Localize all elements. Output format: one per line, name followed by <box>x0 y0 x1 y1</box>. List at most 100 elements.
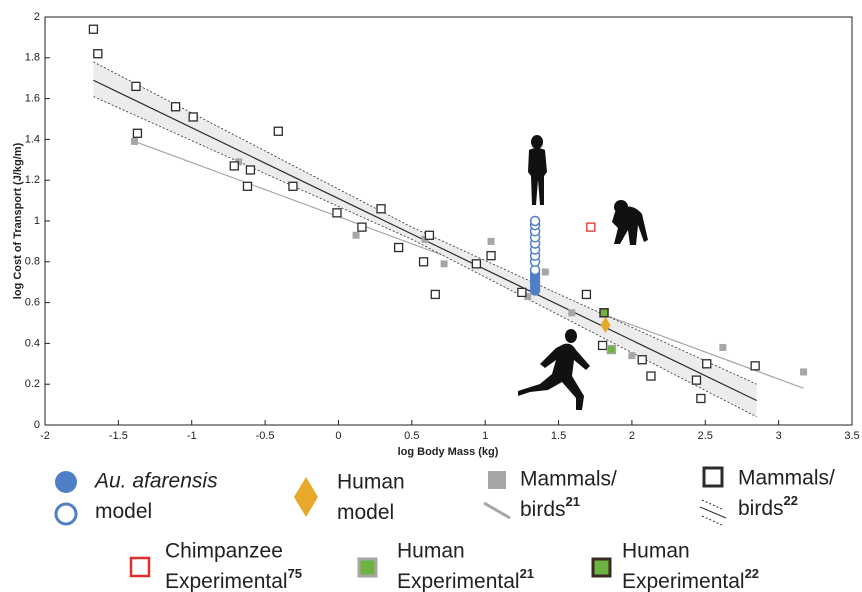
legend-label: birds21 <box>520 494 580 520</box>
y-tick-label: 0 <box>34 419 40 431</box>
x-tick-label: 2.5 <box>698 430 713 442</box>
point <box>719 343 727 351</box>
point <box>131 137 139 145</box>
x-tick-label: 1.5 <box>551 430 566 442</box>
y-tick-label: 0.6 <box>25 297 40 309</box>
point <box>600 317 611 334</box>
legend-superscript: 22 <box>745 566 759 581</box>
y-tick-label: 0.2 <box>25 378 40 390</box>
x-tick-label: 3 <box>776 430 782 442</box>
point <box>242 181 253 191</box>
legend-superscript: 75 <box>288 566 302 581</box>
legend-item: Chimpanzee Experimental75 <box>129 540 302 592</box>
x-axis-label: log Body Mass (kg) <box>398 446 499 458</box>
x-tick-label: -1.5 <box>109 430 128 442</box>
legend-label: Experimental22 <box>622 566 759 592</box>
y-tick-label: 0.8 <box>25 256 40 268</box>
point <box>332 208 342 218</box>
y-tick-label: 1.2 <box>25 174 40 186</box>
runner-figure <box>518 329 590 410</box>
y-tick-label: 0.4 <box>25 337 40 349</box>
legend-label-line: Experimental <box>622 570 745 592</box>
band-lower <box>93 96 757 418</box>
point <box>245 165 256 175</box>
legend-label: Mammals/ <box>520 468 617 491</box>
point <box>471 259 482 269</box>
point <box>430 289 440 300</box>
legend-symbol <box>129 556 151 578</box>
point <box>568 309 576 317</box>
x-tick-label: 0.5 <box>404 430 419 442</box>
point <box>440 260 448 268</box>
point <box>750 361 760 371</box>
point <box>288 181 298 191</box>
point <box>357 222 367 232</box>
y-axis-label: log Cost of Transport (J/kg/m) <box>12 142 24 299</box>
x-tick-label: -1 <box>187 430 197 442</box>
point <box>393 242 404 253</box>
x-tick-label: -2 <box>40 430 50 442</box>
point <box>628 352 636 360</box>
x-tick-label: 2 <box>629 430 635 442</box>
point <box>517 287 527 298</box>
legend-label: Experimental21 <box>397 566 534 592</box>
legend-label-line: Experimental <box>397 570 520 592</box>
legend-symbol <box>701 515 725 527</box>
legend-label-line: model <box>337 501 394 524</box>
y-tick-label: 2 <box>34 11 40 23</box>
point <box>418 257 429 267</box>
legend-superscript: 21 <box>520 566 534 581</box>
legend-label: model <box>95 500 152 523</box>
legend-item: Mammals/birds21 <box>483 468 617 521</box>
x-tick-label: -0.5 <box>256 430 275 442</box>
legend-label: Human <box>337 471 405 494</box>
legend-superscript: 21 <box>566 494 580 509</box>
legend-label: Mammals/ <box>738 467 835 490</box>
plot-frame <box>44 16 853 426</box>
legend-symbol <box>483 501 511 520</box>
legend-symbol <box>699 506 727 519</box>
point <box>691 375 702 385</box>
legend-superscript: 22 <box>784 493 798 508</box>
point <box>487 237 495 245</box>
legend-symbol <box>591 557 612 578</box>
point <box>88 24 99 34</box>
legend-label: Experimental75 <box>165 566 302 592</box>
legend-symbol <box>357 557 378 578</box>
legend-label-line: model <box>95 500 152 523</box>
point <box>606 344 617 355</box>
chimpanzee-figure <box>612 200 648 245</box>
point <box>93 49 103 59</box>
point <box>597 340 608 351</box>
legend-item: Au. afarensis model <box>54 470 218 526</box>
y-tick-label: 1 <box>34 215 40 227</box>
y-tick-label: 1.8 <box>25 52 40 64</box>
legend-symbol <box>488 471 506 489</box>
point <box>229 161 239 171</box>
point <box>188 112 198 122</box>
point <box>273 126 283 136</box>
point <box>131 81 141 92</box>
x-tick-label: 3.5 <box>844 430 859 442</box>
legend-label-line: birds <box>738 497 784 520</box>
point <box>424 230 435 240</box>
point <box>170 102 181 112</box>
silhouettes <box>518 135 648 410</box>
legend-label: birds22 <box>738 493 798 519</box>
x-tick-label: 0 <box>335 430 341 442</box>
legend-symbol <box>54 502 78 526</box>
legend-symbol <box>55 471 77 493</box>
point <box>541 268 549 276</box>
legend-label: model <box>337 501 394 524</box>
legend-label-line: Experimental <box>165 570 288 592</box>
y-tick-label: 1.6 <box>25 93 40 105</box>
point <box>696 393 706 404</box>
x-tick-label: 1 <box>482 430 488 442</box>
point <box>800 368 808 376</box>
legend-item: Human model <box>294 471 405 524</box>
legend-label: Chimpanzee <box>165 540 283 563</box>
point <box>599 308 609 318</box>
point <box>581 289 592 300</box>
legend-symbol <box>701 499 725 511</box>
legend-item: Human Experimental21 <box>357 540 534 592</box>
